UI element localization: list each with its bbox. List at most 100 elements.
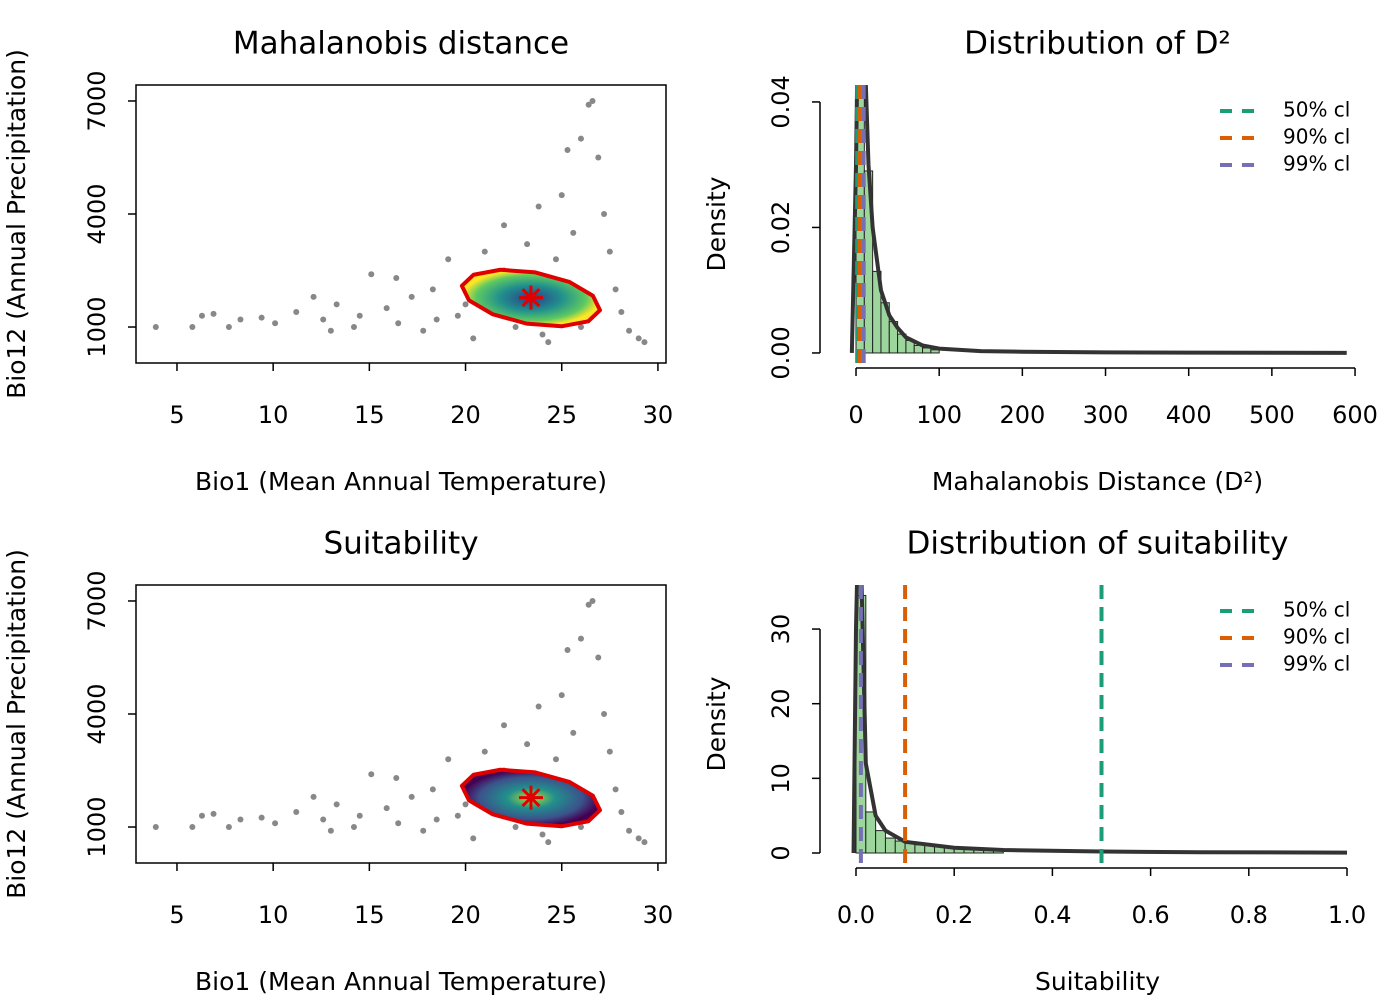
point xyxy=(470,835,477,842)
point xyxy=(545,839,552,846)
point xyxy=(445,256,452,263)
point xyxy=(368,271,375,278)
point xyxy=(356,812,363,819)
x-tick-label: 15 xyxy=(354,401,385,429)
point xyxy=(601,710,608,717)
point xyxy=(433,316,440,323)
point xyxy=(237,316,244,323)
chart-title: Distribution of suitability xyxy=(906,526,1288,562)
x-tick-label: 20 xyxy=(450,901,481,929)
x-tick-label: 500 xyxy=(1249,401,1295,429)
y-axis-label: Density xyxy=(702,676,731,771)
legend-label: 50% cl xyxy=(1283,598,1350,622)
point xyxy=(420,827,427,834)
bar xyxy=(930,349,940,354)
plot-box xyxy=(135,584,667,864)
point xyxy=(189,824,196,831)
point xyxy=(539,331,546,338)
plot-area xyxy=(152,597,648,846)
point xyxy=(383,805,390,812)
point xyxy=(618,808,625,815)
point xyxy=(512,824,519,831)
y-tick-label: 0.00 xyxy=(767,326,795,379)
point xyxy=(612,786,619,793)
y-tick-label: 0.04 xyxy=(767,75,795,128)
point xyxy=(272,320,279,327)
point xyxy=(595,654,602,661)
point xyxy=(408,293,415,300)
y-axis-label: Bio12 (Annual Precipitation) xyxy=(2,549,31,899)
point xyxy=(585,601,592,608)
point xyxy=(393,275,400,282)
x-tick-label: 30 xyxy=(643,401,674,429)
point xyxy=(577,324,584,331)
x-tick-label: 10 xyxy=(258,901,289,929)
x-tick-label: 5 xyxy=(169,401,184,429)
legend-label: 99% cl xyxy=(1283,652,1350,676)
point xyxy=(395,320,402,327)
point xyxy=(320,816,327,823)
point xyxy=(577,635,584,642)
point xyxy=(189,324,196,331)
point xyxy=(327,327,334,334)
point xyxy=(420,327,427,334)
chart-title: Distribution of D² xyxy=(964,26,1231,62)
point xyxy=(310,793,317,800)
x-tick-label: 600 xyxy=(1332,401,1378,429)
point xyxy=(333,801,340,808)
point xyxy=(641,839,648,846)
point xyxy=(589,597,596,604)
point xyxy=(462,801,469,808)
y-axis-label: Bio12 (Annual Precipitation) xyxy=(2,49,31,399)
point xyxy=(258,814,265,821)
y-tick-label: 1000 xyxy=(83,296,111,357)
x-tick-label: 0.8 xyxy=(1230,901,1268,929)
point xyxy=(570,729,577,736)
point xyxy=(618,308,625,315)
point xyxy=(350,324,357,331)
point xyxy=(595,154,602,161)
point xyxy=(585,101,592,108)
x-tick-label: 15 xyxy=(354,901,385,929)
point xyxy=(310,293,317,300)
point xyxy=(350,824,357,831)
point xyxy=(577,135,584,142)
point xyxy=(558,692,565,699)
y-tick-label: 4000 xyxy=(83,183,111,244)
panel: Distribution of D² Mahalanobis Distance (… xyxy=(702,26,1378,497)
y-tick-label: 10 xyxy=(767,763,795,794)
point xyxy=(258,314,265,321)
plot-area xyxy=(152,97,648,346)
point xyxy=(225,324,232,331)
point xyxy=(293,808,300,815)
legend-label: 50% cl xyxy=(1283,98,1350,122)
point xyxy=(558,192,565,199)
y-tick-label: 0 xyxy=(767,845,795,860)
point xyxy=(481,748,488,755)
centroid-stroke xyxy=(521,288,541,308)
point xyxy=(606,248,613,255)
point xyxy=(198,312,205,319)
point xyxy=(237,816,244,823)
point xyxy=(293,308,300,315)
x-tick-label: 200 xyxy=(999,401,1045,429)
point xyxy=(564,146,571,153)
centroid xyxy=(518,285,543,310)
centroid xyxy=(518,785,543,810)
x-axis-label: Bio1 (Mean Annual Temperature) xyxy=(195,967,607,996)
x-tick-label: 1.0 xyxy=(1328,901,1366,929)
point xyxy=(408,793,415,800)
x-tick-label: 20 xyxy=(450,401,481,429)
y-tick-label: 1000 xyxy=(83,796,111,857)
x-tick-label: 0.4 xyxy=(1033,901,1071,929)
point xyxy=(210,310,217,317)
chart-title: Mahalanobis distance xyxy=(233,26,569,62)
x-tick-label: 0.6 xyxy=(1132,901,1170,929)
point xyxy=(327,827,334,834)
point xyxy=(445,756,452,763)
y-tick-label: 7000 xyxy=(83,570,111,631)
point xyxy=(626,827,633,834)
point xyxy=(589,97,596,104)
point xyxy=(501,722,508,729)
point xyxy=(368,771,375,778)
